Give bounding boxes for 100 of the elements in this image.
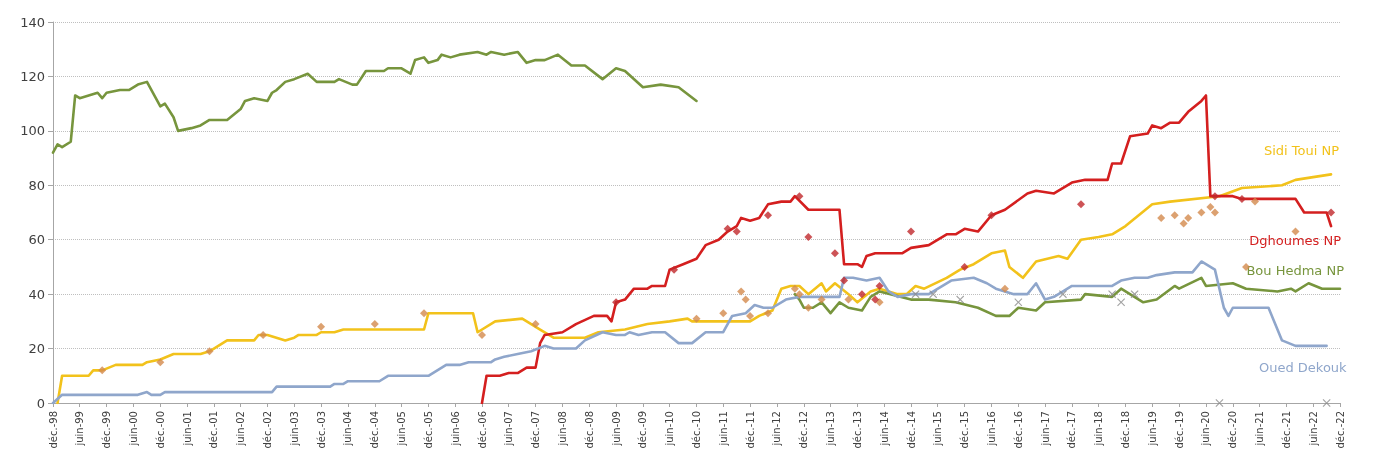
point	[804, 303, 813, 312]
point	[1179, 219, 1188, 228]
point	[1215, 399, 1224, 407]
point	[1237, 194, 1246, 203]
point	[987, 211, 996, 220]
x-tick-label: juin-09	[610, 411, 622, 447]
x-tick-label: juin-17	[1039, 411, 1051, 447]
point	[907, 227, 915, 236]
point	[719, 309, 728, 318]
point	[956, 295, 965, 304]
point	[857, 290, 866, 299]
x-tick-label: juin-16	[985, 411, 997, 447]
series-label: Bou Hedma NP	[1246, 263, 1345, 279]
point	[840, 276, 849, 285]
x-tick-label: juin-11	[717, 411, 729, 447]
point	[1077, 200, 1086, 209]
y-tick-label: 40	[28, 286, 45, 302]
point	[1117, 298, 1126, 307]
x-tick-label: déc.-02	[262, 411, 273, 449]
point	[1206, 203, 1215, 212]
x-tick-label: déc.-07	[530, 411, 542, 449]
x-tick-label: juin-14	[878, 411, 890, 447]
point	[960, 262, 969, 271]
point	[98, 366, 107, 375]
y-tick-label: 60	[28, 232, 45, 248]
x-tick-label: juin-99	[74, 411, 86, 447]
series-label: Oued Dekouk	[1258, 360, 1348, 376]
x-tick-label: déc.-03	[315, 411, 327, 449]
point	[817, 295, 826, 304]
x-tick-label: juin-21	[1254, 411, 1266, 447]
x-tick-label: juin-19	[1146, 411, 1158, 447]
point	[1130, 290, 1139, 299]
x-tick-label: déc.-21	[1280, 411, 1292, 449]
point	[732, 227, 741, 236]
point	[875, 281, 884, 290]
x-tick-label: déc.-00	[154, 411, 166, 449]
point	[1157, 213, 1166, 222]
x-tick-label: juin-03	[288, 411, 300, 447]
point	[1000, 284, 1009, 293]
x-tick-label: déc.-18	[1120, 411, 1131, 449]
x-tick-label: déc.-14	[905, 411, 917, 449]
point	[795, 290, 804, 299]
point	[723, 224, 732, 233]
x-tick-label: déc.-04	[369, 411, 381, 449]
point	[1322, 399, 1331, 407]
y-tick-label: 100	[20, 123, 45, 139]
point	[612, 298, 621, 307]
x-tick-label: déc.-06	[476, 411, 488, 449]
x-tick-label: déc.-10	[691, 411, 702, 449]
point	[871, 295, 880, 304]
point	[830, 249, 839, 258]
y-tick-label: 0	[36, 395, 45, 411]
x-tick-label: déc.-09	[637, 411, 649, 449]
point	[804, 232, 813, 241]
point	[670, 265, 679, 274]
x-tick-label: déc.-05	[422, 411, 434, 449]
x-tick-label: juin-20	[1200, 411, 1212, 447]
x-tick-label: juin-07	[503, 411, 515, 447]
x-tick-label: déc.-20	[1227, 411, 1239, 449]
x-tick-label: déc.-98	[47, 411, 59, 449]
x-tick-label: déc.-17	[1066, 411, 1078, 449]
point	[875, 298, 884, 307]
point	[1250, 197, 1259, 206]
point	[1210, 208, 1219, 217]
x-tick-label: juin-22	[1307, 411, 1319, 447]
point	[790, 284, 799, 293]
x-tick-label: déc.-16	[1012, 411, 1024, 449]
point	[1184, 213, 1193, 222]
x-tick-label: déc.-01	[208, 411, 220, 449]
x-tick-label: juin-18	[1093, 411, 1105, 447]
point	[370, 320, 379, 329]
point	[1210, 192, 1219, 201]
point	[531, 320, 540, 329]
point	[1058, 290, 1067, 299]
point	[764, 211, 772, 220]
y-tick-label: 120	[20, 68, 45, 84]
point	[1108, 290, 1117, 299]
point	[737, 287, 746, 296]
x-tick-label: déc.-13	[851, 411, 863, 449]
x-tick-label: juin-04	[342, 411, 354, 447]
point	[478, 330, 486, 339]
point	[795, 192, 804, 201]
point	[911, 290, 920, 299]
x-tick-label: déc.-99	[101, 411, 113, 449]
x-tick-label: déc.-22	[1334, 411, 1346, 449]
point	[1327, 208, 1336, 217]
x-tick-label: déc.-08	[583, 411, 595, 449]
x-tick-label: déc.-15	[959, 411, 971, 449]
x-tick-label: juin-01	[181, 411, 193, 447]
point	[1197, 208, 1206, 217]
x-tick-label: juin-12	[771, 411, 783, 447]
series-label: Sidi Toui NP	[1263, 142, 1340, 158]
x-tick-label: juin-15	[932, 411, 944, 447]
y-tick-label: 80	[28, 177, 45, 193]
point	[420, 309, 429, 318]
point	[317, 322, 326, 331]
point	[741, 295, 750, 304]
x-tick-label: juin-06	[449, 411, 461, 447]
x-tick-label: juin-00	[127, 411, 139, 447]
point	[156, 358, 165, 367]
